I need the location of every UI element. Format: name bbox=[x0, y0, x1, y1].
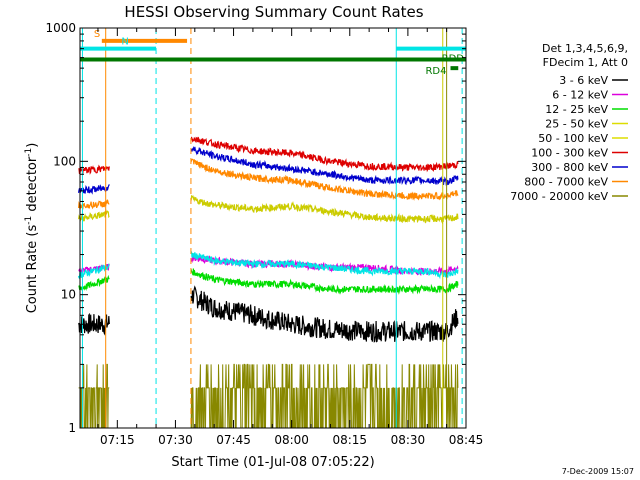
marker-lines bbox=[81, 28, 463, 428]
legend-label-2: 12 - 25 keV bbox=[545, 103, 608, 116]
x-tick-label: 08:45 bbox=[449, 433, 484, 447]
y-axis-label-sup: -1 bbox=[24, 216, 34, 225]
flag-label-1: N bbox=[121, 37, 128, 48]
x-tick-label: 07:45 bbox=[216, 433, 251, 447]
series-line-6 bbox=[78, 184, 110, 195]
y-axis-label-mid: detector bbox=[25, 156, 40, 216]
y-tick-label: 1000 bbox=[45, 21, 76, 35]
y-tick-label: 10 bbox=[61, 288, 76, 302]
series-line-7 bbox=[78, 199, 110, 210]
legend-label-1: 6 - 12 keV bbox=[552, 89, 608, 102]
legend-label-8: 7000 - 20000 keV bbox=[510, 190, 608, 203]
footer-date: 7-Dec-2009 15:07 bbox=[562, 467, 634, 476]
series-line-2 bbox=[190, 268, 459, 295]
series-line-4 bbox=[190, 194, 459, 225]
legend-label-5: 100 - 300 keV bbox=[531, 147, 608, 160]
legend-label-0: 3 - 6 keV bbox=[559, 74, 608, 87]
x-tick-label: 08:00 bbox=[274, 433, 309, 447]
plot-frame bbox=[79, 27, 467, 429]
y-axis-label-main: Count Rate (s bbox=[25, 225, 40, 314]
series-line-5 bbox=[78, 164, 110, 175]
series-line-0 bbox=[190, 285, 459, 343]
legend-label-7: 800 - 7000 keV bbox=[524, 176, 608, 189]
flag-label-0: S bbox=[94, 29, 100, 40]
series-line-4 bbox=[78, 209, 110, 223]
legend-header-2: FDecim 1, Att 0 bbox=[543, 56, 628, 69]
series-line-7 bbox=[190, 158, 459, 201]
y-tick-label: 1 bbox=[68, 421, 76, 435]
x-tick-label: 08:30 bbox=[391, 433, 426, 447]
series-line-5 bbox=[190, 136, 459, 173]
series-line-3 bbox=[190, 251, 459, 280]
legend-label-4: 50 - 100 keV bbox=[538, 132, 608, 145]
y-axis-label-sup2: -1 bbox=[24, 148, 34, 157]
series-line-6 bbox=[190, 145, 459, 186]
x-tick-label: 07:15 bbox=[100, 433, 135, 447]
legend-label-3: 25 - 50 keV bbox=[545, 118, 608, 131]
series-line-2 bbox=[78, 274, 110, 291]
flag-label-4: RD4 bbox=[425, 66, 446, 77]
series-layer bbox=[78, 136, 459, 429]
x-tick-label: 07:30 bbox=[158, 433, 193, 447]
series-line-8 bbox=[190, 363, 459, 429]
series-line-8 bbox=[78, 363, 110, 429]
x-axis-label: Start Time (01-Jul-08 07:05:22) bbox=[171, 455, 374, 470]
legend-label-6: 300 - 800 keV bbox=[531, 161, 608, 174]
flag-label-3: RDD bbox=[442, 54, 465, 65]
legend-header-1: Det 1,3,4,5,6,9, bbox=[542, 42, 628, 55]
y-tick-label: 100 bbox=[53, 154, 76, 168]
x-tick-label: 08:15 bbox=[332, 433, 367, 447]
legend: Det 1,3,4,5,6,9, FDecim 1, Att 0 3 - 6 k… bbox=[510, 42, 628, 203]
series-line-0 bbox=[78, 312, 110, 336]
x-axis: 07:15 07:30 07:45 08:00 08:15 08:30 08:45 bbox=[97, 28, 484, 447]
chart-title: HESSI Observing Summary Count Rates bbox=[124, 3, 423, 21]
y-axis-label: Count Rate (s-1 detector-1) bbox=[24, 143, 40, 314]
y-axis-label-end: ) bbox=[25, 143, 40, 148]
y-axis: 1 10 100 1000 bbox=[45, 21, 466, 435]
series-line-3 bbox=[78, 263, 110, 280]
